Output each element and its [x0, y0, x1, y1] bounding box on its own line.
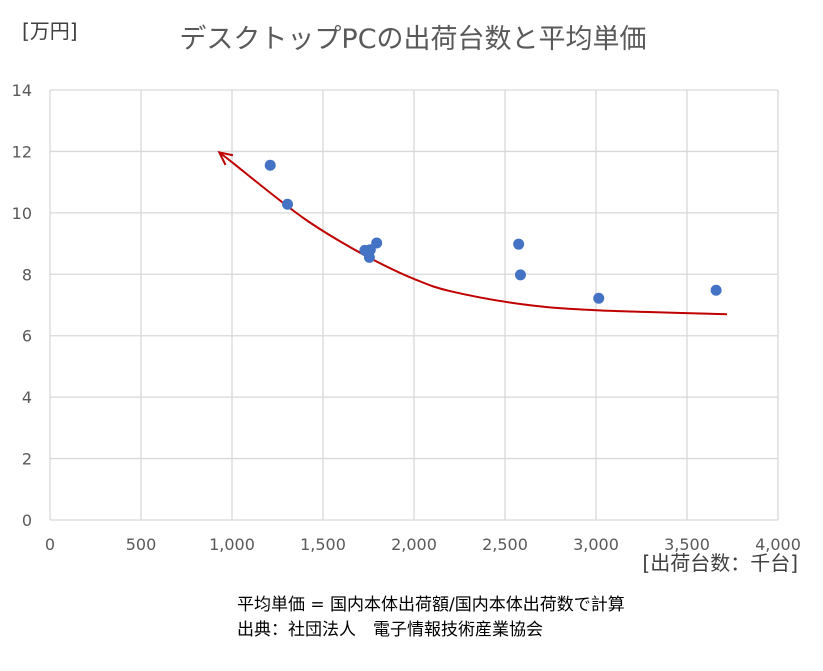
trendline: [217, 150, 728, 316]
y-tick-label: 4: [22, 388, 32, 407]
x-tick-label: 3,000: [573, 535, 619, 554]
x-tick-label: 3,500: [664, 535, 710, 554]
data-point: [513, 238, 525, 250]
data-point: [710, 284, 722, 296]
grid-lines: [49, 89, 779, 521]
chart-title: デスクトップPCの出荷台数と平均単価: [179, 24, 646, 55]
y-tick-label: 14: [12, 81, 32, 100]
y-tick-label: 12: [12, 142, 32, 161]
trendline-curve: [218, 151, 728, 316]
trendline-arrowhead: [217, 150, 234, 166]
x-tick-label: 500: [126, 535, 157, 554]
x-tick-label: 2,000: [391, 535, 437, 554]
y-tick-label: 6: [22, 327, 32, 346]
note-formula: 平均単価 = 国内本体出荷額/国内本体出荷数で計算: [237, 595, 625, 615]
x-tick-label: 2,500: [482, 535, 528, 554]
x-tick-labels: 0 500 1,000 1,500 2,000 2,500 3,000 3,500 4,000: [45, 535, 801, 554]
data-point: [264, 159, 276, 171]
y-axis-unit-label: [万円]: [22, 19, 78, 43]
y-tick-label: 8: [22, 265, 32, 284]
data-point: [371, 237, 383, 249]
y-tick-labels: 0 2 4 6 8 10 12 14: [12, 81, 32, 530]
x-tick-label: 4,000: [755, 535, 801, 554]
note-source: 出典：社団法人 電子情報技術産業協会: [237, 620, 543, 640]
y-tick-label: 2: [22, 450, 32, 469]
x-axis-unit-label: [出荷台数：千台]: [642, 551, 798, 575]
y-tick-label: 10: [12, 204, 32, 223]
data-point: [593, 292, 605, 304]
x-tick-label: 0: [45, 535, 55, 554]
data-point: [282, 198, 294, 210]
x-tick-label: 1,500: [300, 535, 346, 554]
x-tick-label: 1,000: [209, 535, 255, 554]
data-points: [264, 159, 722, 304]
data-point: [514, 269, 526, 281]
y-tick-label: 0: [22, 511, 32, 530]
